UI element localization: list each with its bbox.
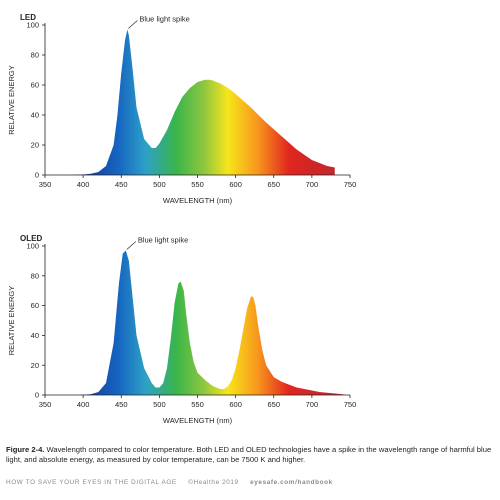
- oled-annotation-leader: [126, 241, 137, 250]
- oled-y-tick-label: 20: [31, 361, 39, 370]
- caption-label: Figure 2-4.: [6, 445, 45, 454]
- led-x-tick-label: 550: [191, 180, 204, 189]
- led-annotation-leader: [128, 20, 138, 29]
- led-spectrum-area: [67, 29, 335, 175]
- led-x-tick-label: 400: [77, 180, 90, 189]
- oled-annotation-label: Blue light spike: [138, 235, 188, 244]
- oled-chart: 350 400 450 500 550 600 650 700 750 0 20 40 60 80 100O…: [7, 234, 356, 425]
- led-y-axis-label: RELATIVE ENERGY: [7, 65, 16, 134]
- led-x-tick-label: 700: [306, 180, 319, 189]
- oled-x-tick-label: 550: [191, 400, 204, 409]
- led-chart: 350 400 450 500 550 600 650 700 750 0 20 40 60 80 100L…: [7, 13, 356, 205]
- led-annotation-label: Blue light spike: [139, 15, 189, 24]
- oled-x-tick-label: 450: [115, 400, 128, 409]
- oled-x-tick-label: 400: [77, 400, 90, 409]
- led-x-tick-label: 450: [115, 180, 128, 189]
- caption-text: Wavelength compared to color temperature…: [6, 445, 492, 464]
- footer-copyright: ©Healthe 2019: [188, 479, 239, 486]
- oled-x-tick-label: 500: [153, 400, 166, 409]
- figure-caption: Figure 2-4. Wavelength compared to color…: [6, 445, 494, 465]
- led-x-axis-label: WAVELENGTH (nm): [163, 196, 233, 205]
- oled-x-tick-label: 700: [306, 400, 319, 409]
- oled-y-tick-label: 100: [26, 242, 39, 251]
- led-y-tick-label: 60: [31, 81, 39, 90]
- led-x-tick-label: 350: [39, 180, 52, 189]
- led-y-tick-label: 80: [31, 51, 39, 60]
- led-x-tick-label: 650: [267, 180, 280, 189]
- led-x-tick-label: 500: [153, 180, 166, 189]
- page-footer: HOW TO SAVE YOUR EYES IN THE DIGITAL AGE…: [6, 479, 494, 486]
- oled-y-tick-label: 0: [35, 391, 39, 400]
- led-y-tick-label: 0: [35, 171, 39, 180]
- oled-x-tick-label: 350: [39, 400, 52, 409]
- oled-y-tick-label: 80: [31, 271, 39, 280]
- oled-y-tick-label: 60: [31, 301, 39, 310]
- oled-x-tick-label: 750: [344, 400, 357, 409]
- footer-url: eyesafe.com/handbook: [250, 479, 333, 486]
- led-x-tick-label: 750: [344, 180, 357, 189]
- oled-y-axis-label: RELATIVE ENERGY: [7, 286, 16, 355]
- led-x-tick-label: 600: [229, 180, 242, 189]
- oled-y-tick-label: 40: [31, 331, 39, 340]
- oled-x-tick-label: 600: [229, 400, 242, 409]
- led-y-tick-label: 100: [26, 21, 39, 30]
- figure-charts: 350 400 450 500 550 600 650 700 750020406080100L…: [7, 13, 356, 425]
- oled-spectrum-area: [79, 250, 347, 395]
- oled-x-axis-label: WAVELENGTH (nm): [163, 416, 233, 425]
- led-chart-title: LED: [20, 13, 36, 22]
- led-y-tick-label: 20: [31, 141, 39, 150]
- footer-book-title: HOW TO SAVE YOUR EYES IN THE DIGITAL AGE: [6, 479, 177, 486]
- oled-x-tick-label: 650: [267, 400, 280, 409]
- oled-chart-title: OLED: [20, 234, 42, 243]
- led-y-tick-label: 40: [31, 111, 39, 120]
